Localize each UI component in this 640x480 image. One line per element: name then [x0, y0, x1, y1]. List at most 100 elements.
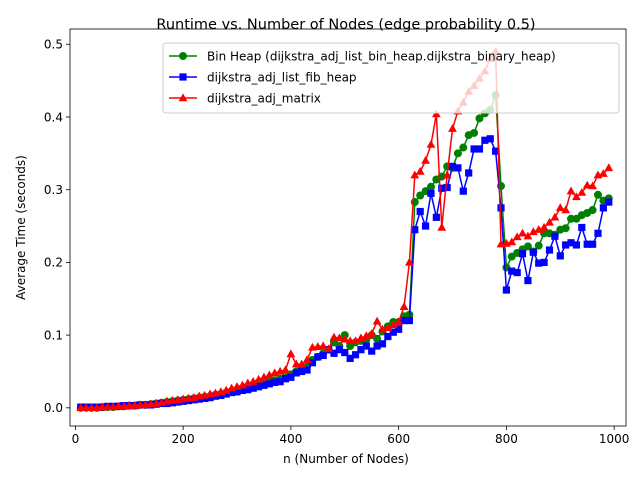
- y-tick-label: 0.5: [44, 38, 63, 52]
- data-point: [426, 182, 435, 191]
- data-point: [507, 237, 517, 246]
- data-point: [556, 252, 564, 260]
- data-point: [276, 378, 284, 386]
- data-point: [588, 240, 597, 248]
- legend-label: dijkstra_adj_list_fib_heap: [207, 70, 357, 84]
- data-point: [238, 386, 247, 394]
- data-point: [335, 346, 343, 354]
- data-point: [486, 135, 494, 143]
- data-point: [411, 226, 419, 234]
- data-point: [582, 180, 592, 189]
- data-point: [572, 241, 581, 249]
- data-point: [588, 206, 597, 215]
- chart-title: Runtime vs. Number of Nodes (edge probab…: [156, 17, 535, 33]
- data-point: [415, 166, 425, 175]
- x-tick-label: 600: [387, 432, 410, 446]
- data-point: [416, 207, 424, 216]
- data-point: [448, 162, 457, 171]
- data-point: [604, 163, 614, 172]
- data-point: [528, 227, 538, 236]
- y-tick-label: 0.2: [44, 256, 63, 270]
- data-point: [421, 222, 430, 230]
- data-point: [561, 205, 571, 214]
- legend-box: [162, 42, 620, 114]
- data-point: [395, 325, 403, 333]
- data-point: [281, 365, 290, 374]
- data-point: [281, 375, 290, 383]
- data-point: [583, 240, 591, 248]
- data-point: [470, 145, 478, 153]
- legend-item: dijkstra_adj_matrix: [169, 91, 321, 105]
- data-point: [221, 385, 231, 394]
- data-point: [566, 186, 576, 195]
- data-point: [518, 250, 527, 258]
- data-point: [448, 124, 457, 132]
- data-point: [292, 369, 300, 377]
- data-point: [228, 388, 236, 397]
- data-point: [373, 342, 381, 350]
- data-point: [539, 222, 549, 231]
- x-tick-label: 200: [172, 432, 195, 446]
- data-point: [545, 246, 554, 254]
- data-point: [442, 170, 452, 179]
- data-point: [346, 354, 354, 362]
- data-point: [594, 229, 602, 237]
- data-point: [334, 333, 344, 342]
- data-point: [351, 336, 360, 345]
- data-point: [475, 145, 484, 153]
- data-point: [400, 316, 408, 325]
- y-tick-label: 0.0: [44, 401, 63, 415]
- data-point: [341, 348, 349, 357]
- x-tick-label: 1000: [599, 432, 630, 446]
- data-point: [340, 334, 350, 343]
- data-point: [512, 232, 522, 241]
- data-point: [271, 378, 279, 386]
- data-point: [535, 259, 543, 267]
- data-point: [217, 391, 225, 400]
- data-point: [605, 198, 613, 206]
- data-point: [264, 370, 274, 379]
- data-point: [540, 258, 548, 267]
- data-point: [502, 286, 510, 294]
- data-point: [459, 187, 467, 195]
- data-point: [421, 156, 430, 164]
- data-point: [562, 241, 570, 249]
- data-point: [475, 114, 484, 123]
- data-point: [577, 187, 587, 196]
- data-point: [454, 164, 462, 172]
- data-point: [534, 225, 544, 233]
- y-axis-label: Average Time (seconds): [14, 155, 28, 300]
- data-point: [465, 169, 473, 177]
- data-point: [260, 381, 268, 389]
- data-point: [432, 213, 440, 221]
- data-point: [286, 349, 296, 358]
- legend-marker: [179, 52, 187, 60]
- data-point: [329, 332, 339, 341]
- data-point: [416, 191, 425, 200]
- data-point: [508, 267, 516, 275]
- data-point: [481, 136, 489, 144]
- data-point: [523, 242, 532, 251]
- data-point: [298, 367, 306, 376]
- data-point: [550, 212, 560, 221]
- x-axis-label: n (Number of Nodes): [283, 452, 409, 466]
- data-point: [523, 231, 533, 240]
- data-point: [459, 143, 468, 152]
- data-point: [265, 380, 273, 388]
- data-point: [319, 351, 327, 360]
- data-point: [588, 181, 597, 190]
- data-point: [443, 183, 451, 192]
- data-point: [572, 192, 581, 201]
- data-point: [249, 384, 257, 392]
- x-tick-label: 0: [72, 432, 80, 446]
- data-point: [302, 355, 312, 364]
- data-point: [529, 248, 537, 256]
- data-point: [361, 331, 371, 340]
- data-point: [356, 333, 366, 342]
- data-point: [357, 346, 365, 354]
- legend-marker: [178, 93, 188, 102]
- data-point: [561, 224, 570, 233]
- data-point: [384, 332, 392, 341]
- data-point: [497, 204, 505, 212]
